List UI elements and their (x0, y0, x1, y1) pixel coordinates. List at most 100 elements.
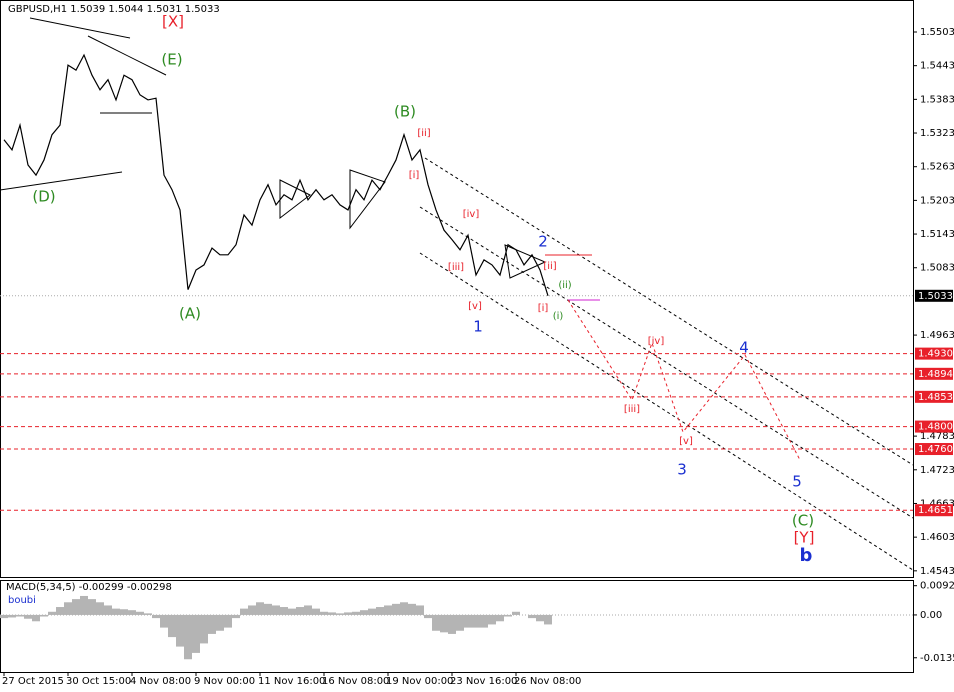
macd-bar (40, 614, 48, 617)
macd-bar (104, 605, 112, 615)
macd-bar (208, 614, 216, 634)
x-tick-label: 26 Nov 08:00 (514, 676, 581, 687)
macd-bar (224, 614, 232, 628)
x-tick-label: 4 Nov 08:00 (130, 676, 191, 687)
level-box (915, 347, 953, 360)
macd-bar (280, 607, 288, 615)
macd-bar (48, 611, 56, 615)
triangle (349, 169, 386, 230)
wave-label: (E) (161, 51, 182, 69)
y-tick-label: 1.5323 (920, 128, 954, 139)
wave-label: (C) (792, 512, 814, 530)
macd-bar (456, 614, 464, 631)
macd-bar (328, 612, 336, 615)
macd-bar (424, 614, 432, 619)
y-tick-label: 0.00924 (920, 581, 954, 592)
wave-label: [i] (409, 170, 420, 181)
wave-label: [Y] (794, 529, 815, 547)
y-tick-label: 1.4663 (920, 498, 954, 509)
wave-label: [iv] (648, 336, 665, 347)
projection (567, 299, 801, 461)
macd-bar (136, 611, 144, 615)
trend-line (0, 171, 123, 191)
macd-bar (504, 614, 512, 617)
macd-bar (128, 610, 136, 615)
x-tick-label: 30 Oct 15:00 (66, 676, 131, 687)
macd-bar (200, 614, 208, 644)
macd-bar (176, 614, 184, 647)
macd-bar (352, 611, 360, 615)
macd-bar (360, 610, 368, 615)
drawings (0, 17, 914, 571)
macd-bar (216, 614, 224, 631)
level-box (915, 390, 953, 403)
channel-line (424, 157, 914, 466)
macd-bar (344, 612, 352, 615)
macd-bar (512, 611, 520, 615)
y-tick-label: 1.4723 (920, 465, 954, 476)
triangle (504, 244, 547, 279)
level-label: 1.4930 (918, 349, 953, 360)
macd-bar (88, 599, 96, 615)
wave-label: 4 (739, 339, 749, 357)
y-tick-label: 1.5503 (920, 27, 954, 38)
macd-bar (144, 613, 152, 615)
macd-bar (272, 605, 280, 615)
y-tick-label: 1.4963 (920, 330, 954, 341)
macd-bar (432, 614, 440, 631)
macd-bar (312, 608, 320, 615)
macd-bar (480, 614, 488, 628)
macd-bar (16, 614, 24, 617)
y-tick-label: 1.4543 (920, 566, 954, 577)
y-tick-label: 1.5143 (920, 229, 954, 240)
macd-bar (80, 595, 88, 615)
macd-bar (392, 603, 400, 615)
macd-bar (336, 613, 344, 615)
macd-bar (112, 608, 120, 615)
wave-label: (i) (553, 311, 564, 322)
level-label: 1.4760 (918, 444, 953, 455)
wave-label: [ii] (417, 128, 430, 139)
macd-title: MACD(5,34,5) -0.00299 -0.00298 (6, 582, 172, 593)
wave-label: (B) (394, 103, 416, 121)
channel-line (419, 206, 914, 519)
macd-bar (184, 614, 192, 660)
macd-bar (472, 614, 480, 628)
y-tick-label: 1.5263 (920, 162, 954, 173)
macd-bar (408, 603, 416, 615)
macd-bar (544, 614, 552, 625)
trend-line (29, 17, 131, 39)
macd-bar (320, 611, 328, 615)
macd-bar (232, 614, 240, 619)
macd-bar (64, 602, 72, 615)
macd-bar (400, 602, 408, 615)
level-box (915, 367, 953, 380)
level-box (915, 504, 953, 517)
macd-bar (72, 599, 80, 615)
macd-bar (256, 602, 264, 615)
wave-label: [v] (679, 436, 693, 447)
current-price-box (915, 289, 953, 302)
macd-bar (528, 614, 536, 619)
level-box (915, 420, 953, 433)
x-tick-label: 23 Nov 16:00 (450, 676, 517, 687)
wave-label: (ii) (558, 280, 571, 291)
level-label: 1.4800 (918, 422, 953, 433)
macd-bar (24, 614, 32, 619)
wave-label: 3 (677, 461, 687, 479)
y-tick-label: 1.5383 (920, 94, 954, 105)
trend-line (87, 35, 167, 76)
macd-bar (160, 614, 168, 628)
x-tick-label: 11 Nov 16:00 (258, 676, 325, 687)
y-tick-label: 1.5443 (920, 61, 954, 72)
macd-bar (96, 602, 104, 615)
wave-label: 5 (792, 473, 802, 491)
level-label: 1.4853 (918, 392, 953, 403)
macd-bar (448, 614, 456, 634)
x-tick-label: 27 Oct 2015 (2, 676, 64, 687)
wave-label: [X] (162, 13, 184, 31)
macd-bar (464, 614, 472, 628)
macd-bar (56, 607, 64, 615)
